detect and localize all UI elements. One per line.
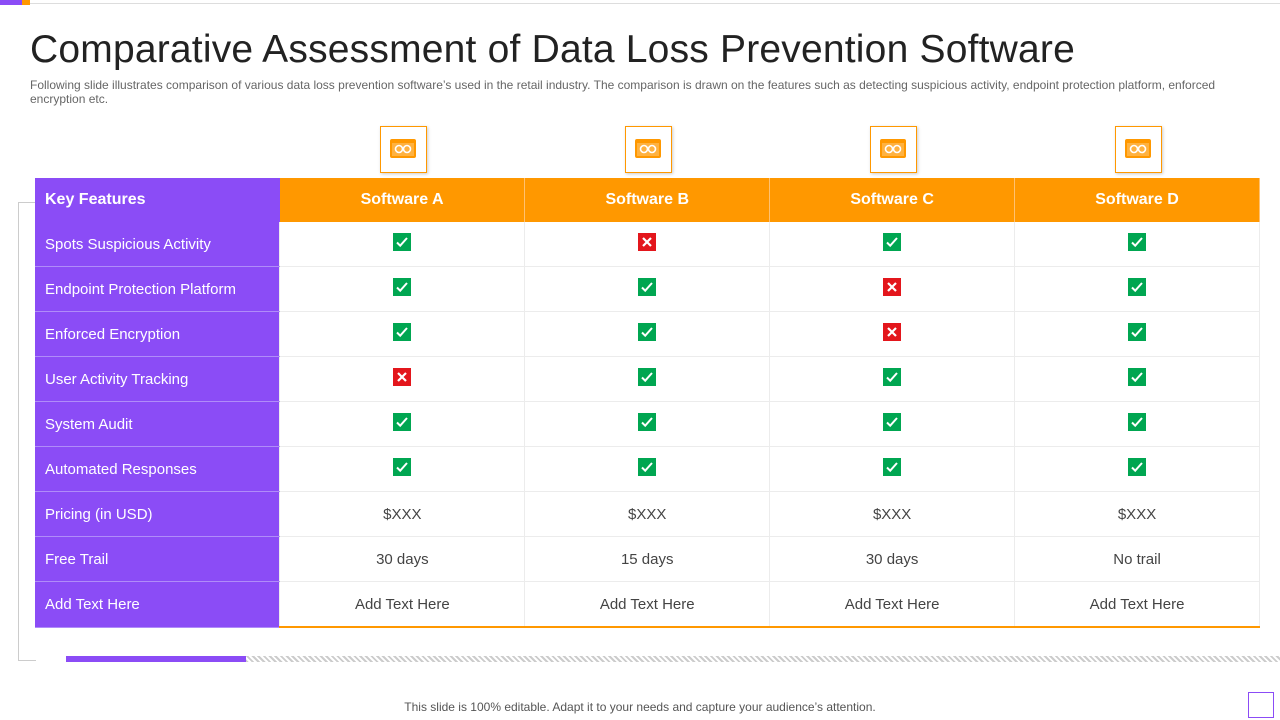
status-cell xyxy=(769,311,1016,357)
check-icon xyxy=(393,323,412,345)
accent-bar xyxy=(0,0,22,5)
title: Comparative Assessment of Data Loss Prev… xyxy=(30,28,1075,71)
status-cell xyxy=(1014,356,1260,402)
text-cell: 15 days xyxy=(524,536,771,582)
column-header: Key Features xyxy=(35,178,280,222)
corner-square xyxy=(1248,692,1274,718)
feature-name: Automated Responses xyxy=(35,446,280,492)
cross-icon xyxy=(883,323,902,345)
status-cell xyxy=(524,266,771,312)
table-row: Enforced Encryption xyxy=(35,311,1260,357)
status-cell xyxy=(279,446,526,492)
text-cell: Add Text Here xyxy=(769,581,1016,628)
text-cell: $XXX xyxy=(279,491,526,537)
status-cell xyxy=(769,356,1016,402)
status-cell xyxy=(1014,446,1260,492)
check-icon xyxy=(883,458,902,480)
status-cell xyxy=(279,356,526,402)
text-cell: Add Text Here xyxy=(1014,581,1260,628)
table-row: Spots Suspicious Activity xyxy=(35,222,1260,267)
check-icon xyxy=(883,233,902,255)
check-icon xyxy=(1128,368,1147,390)
table-row: Automated Responses xyxy=(35,446,1260,492)
column-header: Software D xyxy=(1014,178,1260,222)
status-cell xyxy=(524,356,771,402)
subtitle: Following slide illustrates comparison o… xyxy=(30,78,1216,106)
status-cell xyxy=(524,311,771,357)
check-icon xyxy=(1128,413,1147,435)
check-icon xyxy=(393,233,412,255)
hatch-bar xyxy=(246,656,1280,662)
status-cell xyxy=(769,446,1016,492)
comparison-table: Key Features Software A Software B Software… xyxy=(35,178,1260,628)
software-icon xyxy=(1114,126,1162,173)
table-row: Free Trail 30 days 15 days 30 days No trail xyxy=(35,536,1260,582)
table-row: Pricing (in USD) $XXX $XXX $XXX $XXX xyxy=(35,491,1260,537)
feature-name: Spots Suspicious Activity xyxy=(35,222,280,267)
software-icon xyxy=(624,126,672,173)
status-cell xyxy=(279,401,526,447)
status-cell xyxy=(1014,311,1260,357)
text-cell: $XXX xyxy=(1014,491,1260,537)
check-icon xyxy=(1128,323,1147,345)
status-cell xyxy=(769,266,1016,312)
table-row: User Activity Tracking xyxy=(35,356,1260,402)
feature-name: System Audit xyxy=(35,401,280,447)
software-icon xyxy=(379,126,427,173)
check-icon xyxy=(883,413,902,435)
top-rule xyxy=(30,3,1280,4)
check-icon xyxy=(1128,278,1147,300)
text-cell: No trail xyxy=(1014,536,1260,582)
check-icon xyxy=(1128,233,1147,255)
check-icon xyxy=(393,413,412,435)
column-header: Software B xyxy=(524,178,771,222)
status-cell xyxy=(279,222,526,267)
feature-name: Pricing (in USD) xyxy=(35,491,280,537)
status-cell xyxy=(279,311,526,357)
status-cell xyxy=(1014,266,1260,312)
cross-icon xyxy=(393,368,412,390)
text-cell: 30 days xyxy=(769,536,1016,582)
progress-bar xyxy=(66,656,246,662)
status-cell xyxy=(1014,222,1260,267)
check-icon xyxy=(883,368,902,390)
status-cell xyxy=(769,401,1016,447)
bracket xyxy=(18,202,36,661)
check-icon xyxy=(638,368,657,390)
text-cell: 30 days xyxy=(279,536,526,582)
table-row: Endpoint Protection Platform xyxy=(35,266,1260,312)
column-header: Software C xyxy=(769,178,1016,222)
check-icon xyxy=(638,458,657,480)
feature-name: Enforced Encryption xyxy=(35,311,280,357)
table-row: System Audit xyxy=(35,401,1260,447)
column-header: Software A xyxy=(279,178,526,222)
status-cell xyxy=(524,222,771,267)
status-cell xyxy=(769,222,1016,267)
check-icon xyxy=(393,278,412,300)
feature-name: Free Trail xyxy=(35,536,280,582)
accent-bar xyxy=(22,0,30,5)
software-icon xyxy=(869,126,917,173)
check-icon xyxy=(1128,458,1147,480)
check-icon xyxy=(638,278,657,300)
cross-icon xyxy=(638,233,657,255)
check-icon xyxy=(638,413,657,435)
cross-icon xyxy=(883,278,902,300)
feature-name: Add Text Here xyxy=(35,581,280,628)
status-cell xyxy=(524,401,771,447)
table-row: Add Text Here Add Text Here Add Text Here A… xyxy=(35,581,1260,628)
text-cell: $XXX xyxy=(524,491,771,537)
status-cell xyxy=(524,446,771,492)
check-icon xyxy=(393,458,412,480)
footer: This slide is 100% editable. Adapt it to… xyxy=(404,700,876,714)
status-cell xyxy=(1014,401,1260,447)
feature-name: Endpoint Protection Platform xyxy=(35,266,280,312)
status-cell xyxy=(279,266,526,312)
check-icon xyxy=(638,323,657,345)
feature-name: User Activity Tracking xyxy=(35,356,280,402)
text-cell: Add Text Here xyxy=(524,581,771,628)
text-cell: Add Text Here xyxy=(279,581,526,628)
text-cell: $XXX xyxy=(769,491,1016,537)
